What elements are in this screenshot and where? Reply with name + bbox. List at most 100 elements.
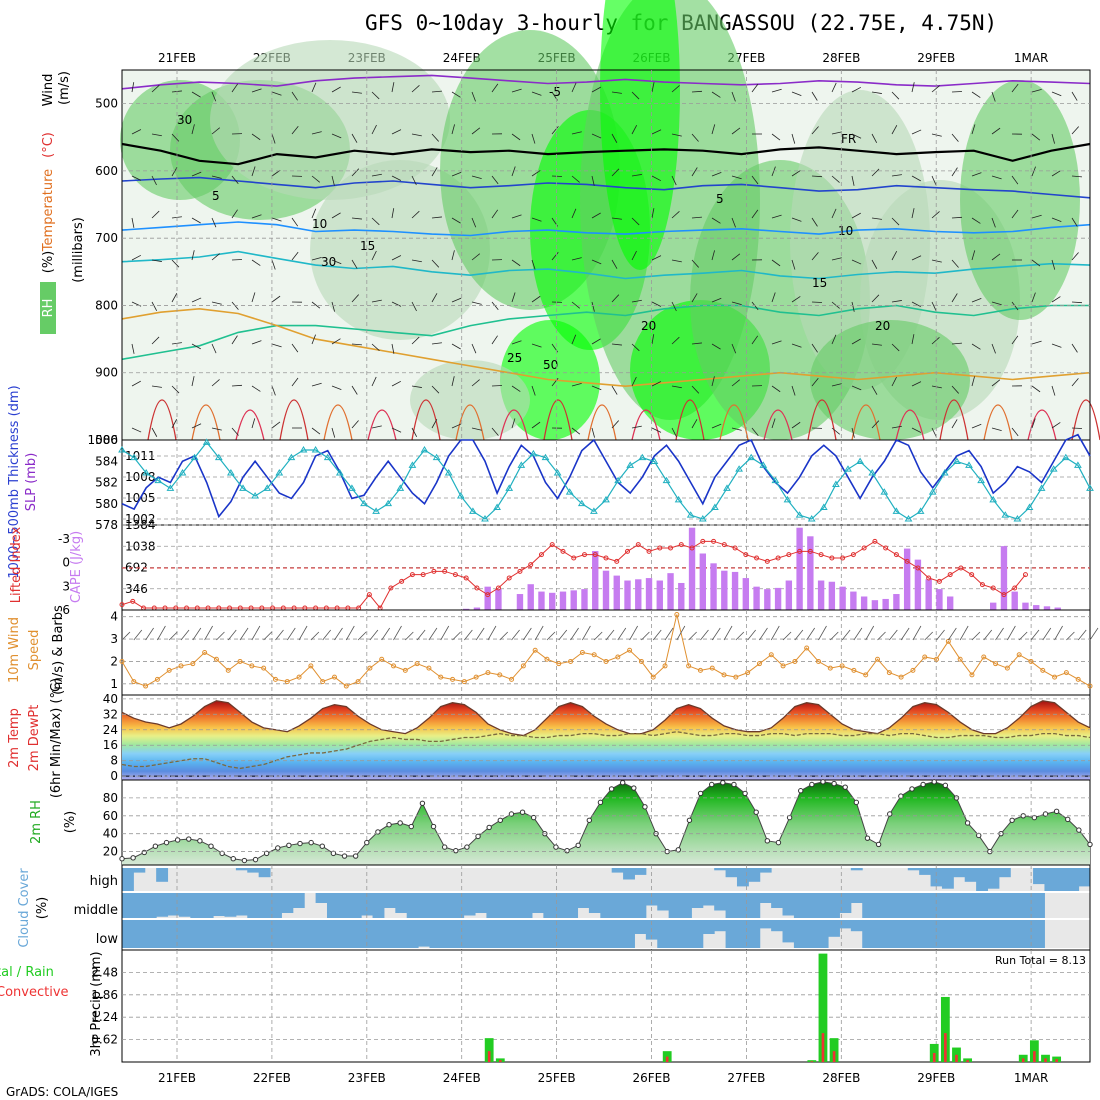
wind-barb bbox=[631, 343, 640, 352]
wind-barb bbox=[911, 175, 921, 182]
cloud-bar bbox=[953, 920, 966, 948]
wind-barb bbox=[291, 217, 299, 227]
cloud-bar bbox=[680, 893, 692, 918]
wind-barb bbox=[651, 208, 655, 219]
wind-barb bbox=[157, 625, 166, 641]
wind-barb bbox=[831, 208, 837, 219]
wind-barb bbox=[851, 385, 862, 391]
pressure-tick: 600 bbox=[95, 164, 118, 178]
wind-barb bbox=[211, 343, 217, 354]
wind-barb bbox=[1011, 427, 1019, 437]
cloud-bar bbox=[828, 893, 840, 918]
li-marker bbox=[366, 592, 372, 598]
cloud-bar bbox=[623, 893, 635, 918]
wind-barb bbox=[393, 625, 402, 641]
wind-barb bbox=[891, 300, 902, 303]
cloud-bar bbox=[736, 893, 749, 918]
wind-axis-label-1: 10m Wind bbox=[7, 617, 22, 683]
wind-barb bbox=[275, 629, 284, 641]
temp-line bbox=[121, 700, 1091, 737]
wind-barb bbox=[912, 625, 922, 641]
rh-marker bbox=[152, 843, 159, 849]
cloud-bar bbox=[987, 893, 1000, 918]
slp-marker bbox=[783, 495, 792, 503]
wind-barb bbox=[871, 259, 878, 269]
rh-marker bbox=[319, 843, 325, 849]
wind-barb bbox=[171, 133, 180, 142]
wind-barb bbox=[452, 631, 461, 641]
wind-barb bbox=[216, 631, 225, 641]
rh-marker bbox=[230, 856, 236, 862]
wind-barb bbox=[311, 382, 322, 387]
rh-marker bbox=[853, 799, 860, 806]
wind-barb bbox=[471, 379, 480, 387]
precip-convective-bar bbox=[665, 1056, 669, 1062]
wind-marker bbox=[131, 679, 137, 685]
wind-barb bbox=[428, 627, 438, 641]
cloud-bar bbox=[919, 893, 932, 918]
wind-barb bbox=[971, 250, 976, 261]
cloud-bar bbox=[281, 920, 294, 948]
temp-tick: 0 bbox=[110, 769, 118, 783]
rh-marker bbox=[519, 809, 526, 815]
cloud-bar bbox=[270, 893, 282, 918]
precip-total-bar bbox=[484, 1038, 494, 1062]
wind-barb bbox=[1031, 89, 1042, 93]
surface-contour bbox=[895, 409, 925, 441]
wind-marker bbox=[331, 674, 337, 680]
wind-barb bbox=[151, 175, 157, 186]
wind-barb bbox=[811, 252, 819, 261]
wind-marker bbox=[225, 667, 231, 673]
contour-label: 50 bbox=[543, 358, 558, 372]
rh-marker bbox=[1031, 814, 1038, 821]
wind-barb bbox=[731, 427, 742, 431]
slp-marker bbox=[202, 438, 211, 445]
precip-convective-bar bbox=[944, 1033, 947, 1062]
wind-tick: 3 bbox=[110, 632, 118, 646]
lifted-index-line bbox=[121, 540, 1026, 609]
rh-marker bbox=[275, 845, 281, 851]
li-tick: -3 bbox=[58, 532, 70, 546]
cloud-bar bbox=[281, 893, 294, 913]
wind-barb bbox=[451, 171, 462, 177]
cape-bar bbox=[817, 580, 825, 610]
thickness-tick: 578 bbox=[95, 518, 118, 532]
wind-barb bbox=[831, 334, 837, 345]
slp-marker bbox=[735, 465, 743, 472]
wind-marker bbox=[1052, 674, 1058, 680]
wind-marker bbox=[438, 674, 444, 680]
rh-marker bbox=[820, 779, 826, 785]
wind-marker bbox=[839, 663, 845, 669]
wind-barb bbox=[891, 125, 898, 135]
cloud-bar bbox=[247, 920, 260, 948]
cape-bar bbox=[1033, 605, 1040, 610]
cloud-bar bbox=[850, 893, 863, 903]
wind-barb bbox=[231, 427, 239, 436]
wind-marker bbox=[815, 658, 821, 664]
cape-axis-label: CAPE (J/kg) bbox=[69, 531, 84, 603]
rh-marker bbox=[375, 829, 381, 835]
temperature-contour bbox=[121, 142, 1091, 166]
wind-barb bbox=[491, 335, 498, 345]
wind-marker bbox=[993, 661, 999, 667]
wind-marker bbox=[402, 667, 408, 673]
slp-marker bbox=[323, 453, 332, 461]
li-marker bbox=[700, 538, 706, 544]
cape-bar bbox=[581, 589, 588, 610]
cloud-bar bbox=[418, 893, 430, 918]
wind-barb bbox=[131, 254, 142, 261]
precip-convective-bar bbox=[966, 1060, 969, 1062]
slp-marker bbox=[396, 484, 405, 491]
rh-marker bbox=[219, 850, 225, 857]
cloud-bar bbox=[839, 920, 852, 929]
slp-marker bbox=[360, 499, 368, 507]
li-marker bbox=[485, 592, 491, 598]
rh-marker bbox=[130, 855, 136, 861]
wind-barb bbox=[891, 91, 900, 100]
rh-marker bbox=[686, 817, 693, 823]
rh-marker bbox=[364, 839, 370, 846]
cloud-bar bbox=[930, 893, 943, 918]
cloud-bar bbox=[190, 920, 203, 948]
rh-marker bbox=[842, 784, 848, 790]
